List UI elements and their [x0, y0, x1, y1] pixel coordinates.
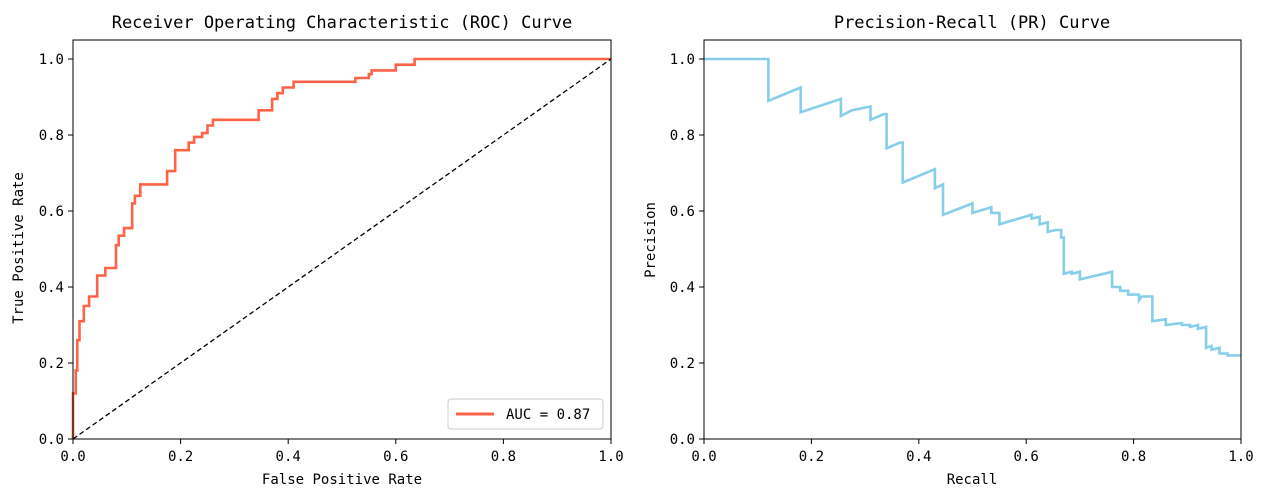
pr-y-tick-label: 0.2: [670, 356, 695, 372]
roc-y-tick-label: 1.0: [39, 52, 64, 68]
roc-series-0-line: [71, 57, 611, 439]
roc-legend-box: [447, 398, 604, 430]
pr-y-tick-label: 0.8: [670, 128, 695, 144]
roc-legend-label: AUC = 0.87: [506, 407, 590, 423]
pr-y-tick-label: 0.6: [670, 204, 695, 220]
pr-x-tick-label: 0.2: [799, 449, 824, 465]
pr-x-tick-label: 0.4: [906, 449, 931, 465]
pr-y-tick-label: 1.0: [670, 52, 695, 68]
roc-y-tick-label: 0.8: [39, 128, 64, 144]
pr-panel: Precision-Recall (PR) Curve 0.0 0.2 0.4 0.6…: [643, 13, 1254, 488]
roc-y-tick-label: 0.6: [39, 204, 64, 220]
pr-y-label: Precision: [643, 202, 659, 278]
roc-panel: Receiver Operating Characteristic (ROC) …: [11, 13, 624, 488]
roc-y-tick-label: 0.2: [39, 356, 64, 372]
roc-x-tick-label: 0.2: [168, 449, 193, 465]
roc-x-label: False Positive Rate: [262, 472, 422, 488]
pr-x-tick-label: 0.6: [1014, 449, 1039, 465]
pr-series-0-line: [704, 57, 1241, 357]
roc-x-tick-label: 0.0: [60, 449, 85, 465]
roc-x-tick-label: 0.4: [276, 449, 301, 465]
pr-x-label: Recall: [947, 472, 998, 488]
roc-legend: AUC = 0.87: [447, 398, 604, 430]
roc-x-tick-label: 0.8: [491, 449, 516, 465]
roc-series-1-diagonal: [72, 58, 612, 440]
pr-plot-area: 0.0 0.2 0.4 0.6 0.8 1.0 0.0 0.2 0.4 0.6 0.8 1.0: [670, 39, 1254, 465]
roc-x-tick-label: 1.0: [598, 449, 623, 465]
roc-x-tick-label: 0.6: [383, 449, 408, 465]
roc-axes-frame: [72, 39, 612, 440]
pr-x-tick-label: 1.0: [1228, 449, 1253, 465]
roc-y-tick-label: 0.4: [39, 280, 64, 296]
pr-x-tick-label: 0.8: [1121, 449, 1146, 465]
pr-title: Precision-Recall (PR) Curve: [834, 13, 1110, 33]
roc-plot-area: 0.0 0.2 0.4 0.6 0.8 1.0 0.0 0.2 0.4 0.6 0.8 1.0: [39, 39, 624, 465]
roc-y-tick-label: 0.0: [39, 432, 64, 448]
pr-axes-frame: [703, 39, 1242, 440]
pr-y-tick-label: 0.0: [670, 432, 695, 448]
pr-x-tick-label: 0.0: [691, 449, 716, 465]
pr-y-tick-label: 0.4: [670, 280, 695, 296]
roc-title: Receiver Operating Characteristic (ROC) …: [112, 13, 573, 33]
roc-y-label: True Positive Rate: [11, 172, 27, 324]
